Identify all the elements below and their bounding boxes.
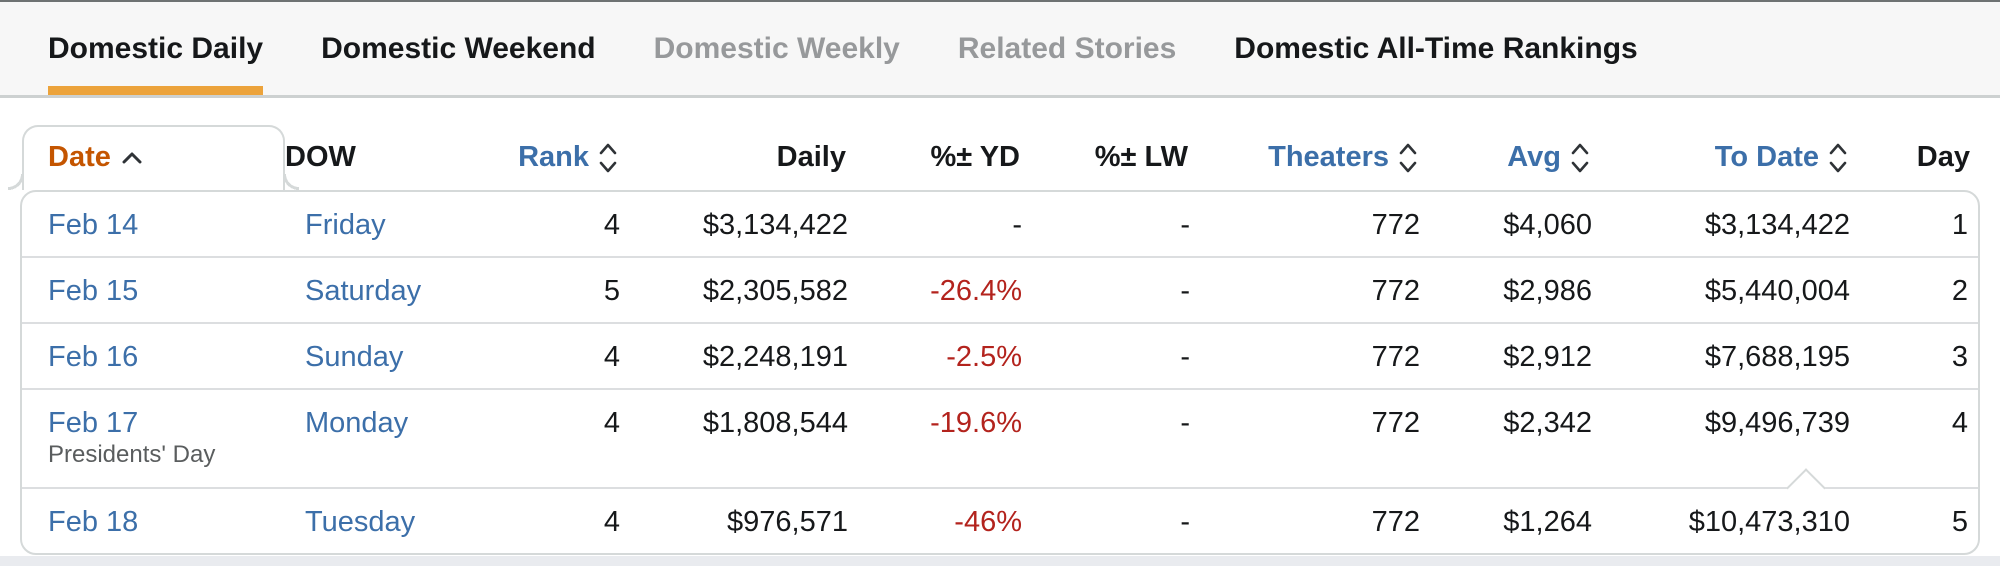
tab-label: Domestic All-Time Rankings bbox=[1234, 31, 1638, 65]
column-header-theaters[interactable]: Theaters bbox=[1198, 125, 1428, 190]
tab-label: Domestic Daily bbox=[48, 31, 264, 65]
day-number-cell: 4 bbox=[1951, 407, 1968, 439]
sort-icon bbox=[1398, 142, 1418, 174]
to-date-cell: $5,440,004 bbox=[1704, 275, 1850, 307]
column-header-to-date[interactable]: To Date bbox=[1600, 125, 1858, 190]
avg-cell: $4,060 bbox=[1503, 209, 1592, 241]
pct-lw-cell: - bbox=[1180, 407, 1190, 439]
page-content: Date DOW Rank Daily %± YD %± LW Theaters bbox=[0, 98, 2000, 556]
pct-lw-cell: - bbox=[1180, 506, 1190, 538]
date-link[interactable]: Feb 15 bbox=[48, 275, 139, 307]
active-tab-underline bbox=[48, 86, 264, 95]
column-header-pct-lw: %± LW bbox=[1094, 141, 1188, 173]
date-link[interactable]: Feb 16 bbox=[48, 341, 139, 373]
column-header-dow: DOW bbox=[285, 141, 356, 173]
avg-cell: $2,912 bbox=[1503, 341, 1592, 373]
dow-link[interactable]: Friday bbox=[305, 209, 386, 241]
dow-link[interactable]: Monday bbox=[305, 407, 409, 439]
avg-cell: $2,986 bbox=[1503, 275, 1592, 307]
to-date-cell: $9,496,739 bbox=[1704, 407, 1850, 439]
theaters-cell: 772 bbox=[1371, 341, 1420, 373]
pct-lw-cell: - bbox=[1180, 341, 1190, 373]
day-number-cell: 5 bbox=[1951, 506, 1968, 538]
pct-yd-cell: -26.4% bbox=[930, 275, 1022, 307]
dow-link[interactable]: Tuesday bbox=[305, 506, 416, 538]
table-row: Feb 18 Tuesday 4 $976,571 -46% - 772 $1,… bbox=[22, 468, 1978, 553]
pct-yd-cell: -2.5% bbox=[946, 341, 1022, 373]
column-header-daily: Daily bbox=[776, 141, 846, 173]
sort-icon bbox=[1828, 142, 1848, 174]
tab-domestic-weekly[interactable]: Domestic Weekly bbox=[654, 2, 900, 95]
tab-label: Domestic Weekend bbox=[321, 31, 596, 65]
theaters-cell: 772 bbox=[1371, 506, 1420, 538]
column-header-avg[interactable]: Avg bbox=[1428, 125, 1600, 190]
column-header-rank[interactable]: Rank bbox=[518, 125, 628, 190]
theaters-cell: 772 bbox=[1371, 275, 1420, 307]
table-header-row: Date DOW Rank Daily %± YD %± LW Theaters bbox=[8, 98, 1980, 190]
avg-cell: $2,342 bbox=[1503, 407, 1592, 439]
daily-gross-cell: $1,808,544 bbox=[702, 407, 848, 439]
holiday-note: Presidents' Day bbox=[48, 441, 216, 468]
date-link[interactable]: Feb 18 bbox=[48, 506, 139, 538]
table-body: Feb 14 Friday 4 $3,134,422 - - 772 $4,06… bbox=[20, 190, 1980, 555]
rank-cell: 4 bbox=[603, 407, 620, 439]
rank-cell: 4 bbox=[603, 341, 620, 373]
to-date-cell: $3,134,422 bbox=[1704, 209, 1850, 241]
tab-domestic-all-time-rankings[interactable]: Domestic All-Time Rankings bbox=[1234, 2, 1637, 95]
to-date-cell: $10,473,310 bbox=[1688, 506, 1850, 538]
rank-cell: 4 bbox=[603, 506, 620, 538]
sort-icon bbox=[598, 142, 618, 174]
table-row: Feb 14 Friday 4 $3,134,422 - - 772 $4,06… bbox=[22, 192, 1978, 256]
table-row: Feb 16 Sunday 4 $2,248,191 -2.5% - 772 $… bbox=[22, 322, 1978, 388]
theaters-cell: 772 bbox=[1371, 407, 1420, 439]
table-row: Feb 17 Presidents' Day Monday 4 $1,808,5… bbox=[22, 388, 1978, 487]
daily-gross-cell: $2,248,191 bbox=[702, 341, 848, 373]
rank-cell: 4 bbox=[603, 209, 620, 241]
tab-label: Domestic Weekly bbox=[653, 31, 900, 65]
sorted-column-highlight bbox=[8, 125, 299, 190]
sort-icon bbox=[1570, 142, 1590, 174]
pct-lw-cell: - bbox=[1180, 275, 1190, 307]
day-number-cell: 3 bbox=[1951, 341, 1968, 373]
column-header-pct-yd: %± YD bbox=[930, 141, 1020, 173]
to-date-cell: $7,688,195 bbox=[1704, 341, 1850, 373]
pct-yd-cell: -19.6% bbox=[930, 407, 1022, 439]
tab-domestic-weekend[interactable]: Domestic Weekend bbox=[321, 2, 596, 95]
avg-cell: $1,264 bbox=[1503, 506, 1592, 538]
column-header-date[interactable]: Date bbox=[20, 125, 285, 190]
pct-yd-cell: - bbox=[1012, 209, 1022, 241]
dow-link[interactable]: Saturday bbox=[305, 275, 422, 307]
tab-label: Related Stories bbox=[957, 31, 1177, 65]
dow-link[interactable]: Sunday bbox=[305, 341, 404, 373]
tab-bar: Domestic Daily Domestic Weekend Domestic… bbox=[0, 0, 2000, 98]
pct-lw-cell: - bbox=[1180, 209, 1190, 241]
tab-related-stories[interactable]: Related Stories bbox=[958, 2, 1176, 95]
pct-yd-cell: -46% bbox=[954, 506, 1022, 538]
daily-gross-cell: $976,571 bbox=[727, 506, 848, 538]
sort-asc-icon bbox=[120, 149, 144, 167]
date-link[interactable]: Feb 14 bbox=[48, 209, 139, 241]
theaters-cell: 772 bbox=[1371, 209, 1420, 241]
date-link[interactable]: Feb 17 bbox=[48, 407, 139, 439]
day-number-cell: 2 bbox=[1951, 275, 1968, 307]
column-header-day: Day bbox=[1916, 141, 1970, 173]
tab-domestic-daily[interactable]: Domestic Daily bbox=[48, 2, 264, 95]
day-number-cell: 1 bbox=[1951, 209, 1968, 241]
daily-gross-cell: $2,305,582 bbox=[702, 275, 848, 307]
daily-gross-cell: $3,134,422 bbox=[702, 209, 848, 241]
rank-cell: 5 bbox=[603, 275, 620, 307]
table-row: Feb 15 Saturday 5 $2,305,582 -26.4% - 77… bbox=[22, 256, 1978, 322]
